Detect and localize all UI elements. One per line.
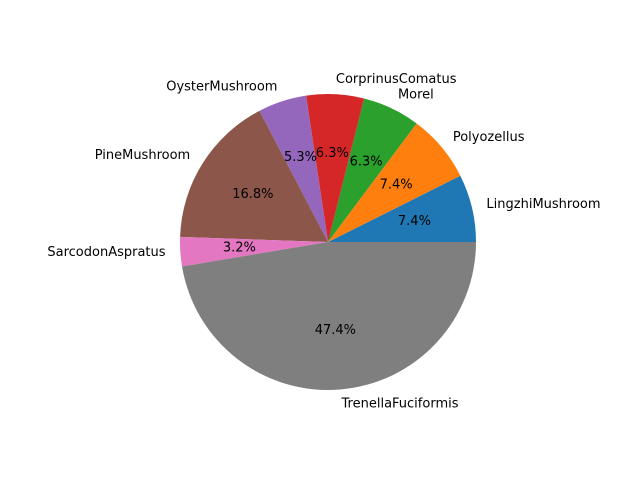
slice-label-pinemushroom: PineMushroom (95, 148, 191, 163)
slice-percent-sarcodonaspratus: 3.2% (223, 240, 256, 255)
slice-label-trenellafuciformis: TrenellaFuciformis (341, 397, 459, 412)
slice-label-polyozellus: Polyozellus (453, 130, 525, 145)
slice-percent-morel: 6.3% (350, 154, 383, 169)
pie-slice-corprinuscomatus (306, 94, 365, 243)
slice-percent-polyozellus: 7.4% (380, 178, 413, 193)
slice-percent-lingzhimushroom: 7.4% (398, 214, 431, 229)
pie-slice-sarcodonaspratus (179, 236, 328, 267)
slices-layer (179, 94, 477, 391)
pie-slice-morel (328, 98, 417, 243)
labels-layer: LingzhiMushroom 7.4% Polyozellus 7.4% Morel 6… (47, 72, 600, 412)
slice-label-sarcodonaspratus: SarcodonAspratus (47, 245, 165, 260)
pie-slice-polyozellus (328, 123, 461, 242)
pie-slice-oystermushroom (259, 95, 328, 243)
pie-slice-pinemushroom (180, 110, 328, 242)
slice-label-morel: Morel (398, 87, 434, 102)
slice-percent-oystermushroom: 5.3% (284, 150, 317, 165)
pie-slice-lingzhimushroom (328, 175, 476, 242)
slice-percent-trenellafuciformis: 47.4% (315, 323, 356, 338)
slice-label-oystermushroom: OysterMushroom (166, 80, 277, 95)
slice-label-lingzhimushroom: LingzhiMushroom (486, 197, 600, 212)
pie-slice-trenellafuciformis (182, 242, 477, 391)
slice-label-corprinuscomatus: CorprinusComatus (336, 72, 457, 87)
slice-percent-corprinuscomatus: 6.3% (316, 146, 349, 161)
slice-percent-pinemushroom: 16.8% (232, 187, 273, 202)
